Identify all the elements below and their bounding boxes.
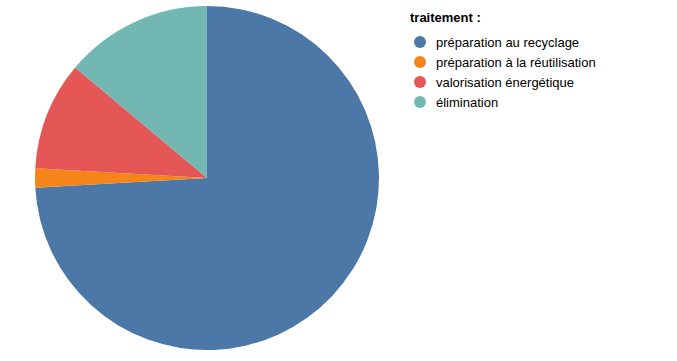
legend: traitement : préparation au recyclage prép…	[410, 10, 596, 110]
chart: traitement : préparation au recyclage prép…	[0, 0, 677, 361]
pie	[35, 6, 379, 350]
pie-slice	[35, 6, 379, 350]
legend-symbol	[414, 76, 426, 88]
legend-symbol	[414, 96, 426, 108]
legend-label: préparation à la réutilisation	[436, 55, 596, 70]
pie-slice	[75, 6, 207, 178]
legend-item: préparation à la réutilisation	[414, 55, 596, 70]
legend-item: élimination	[414, 95, 498, 110]
legend-item: préparation au recyclage	[414, 35, 579, 50]
legend-symbol	[414, 36, 426, 48]
legend-label: valorisation énergétique	[436, 75, 574, 90]
legend-symbol	[414, 56, 426, 68]
legend-label: élimination	[436, 95, 498, 110]
legend-title: traitement :	[410, 10, 481, 25]
legend-item: valorisation énergétique	[414, 75, 574, 90]
legend-label: préparation au recyclage	[436, 35, 579, 50]
